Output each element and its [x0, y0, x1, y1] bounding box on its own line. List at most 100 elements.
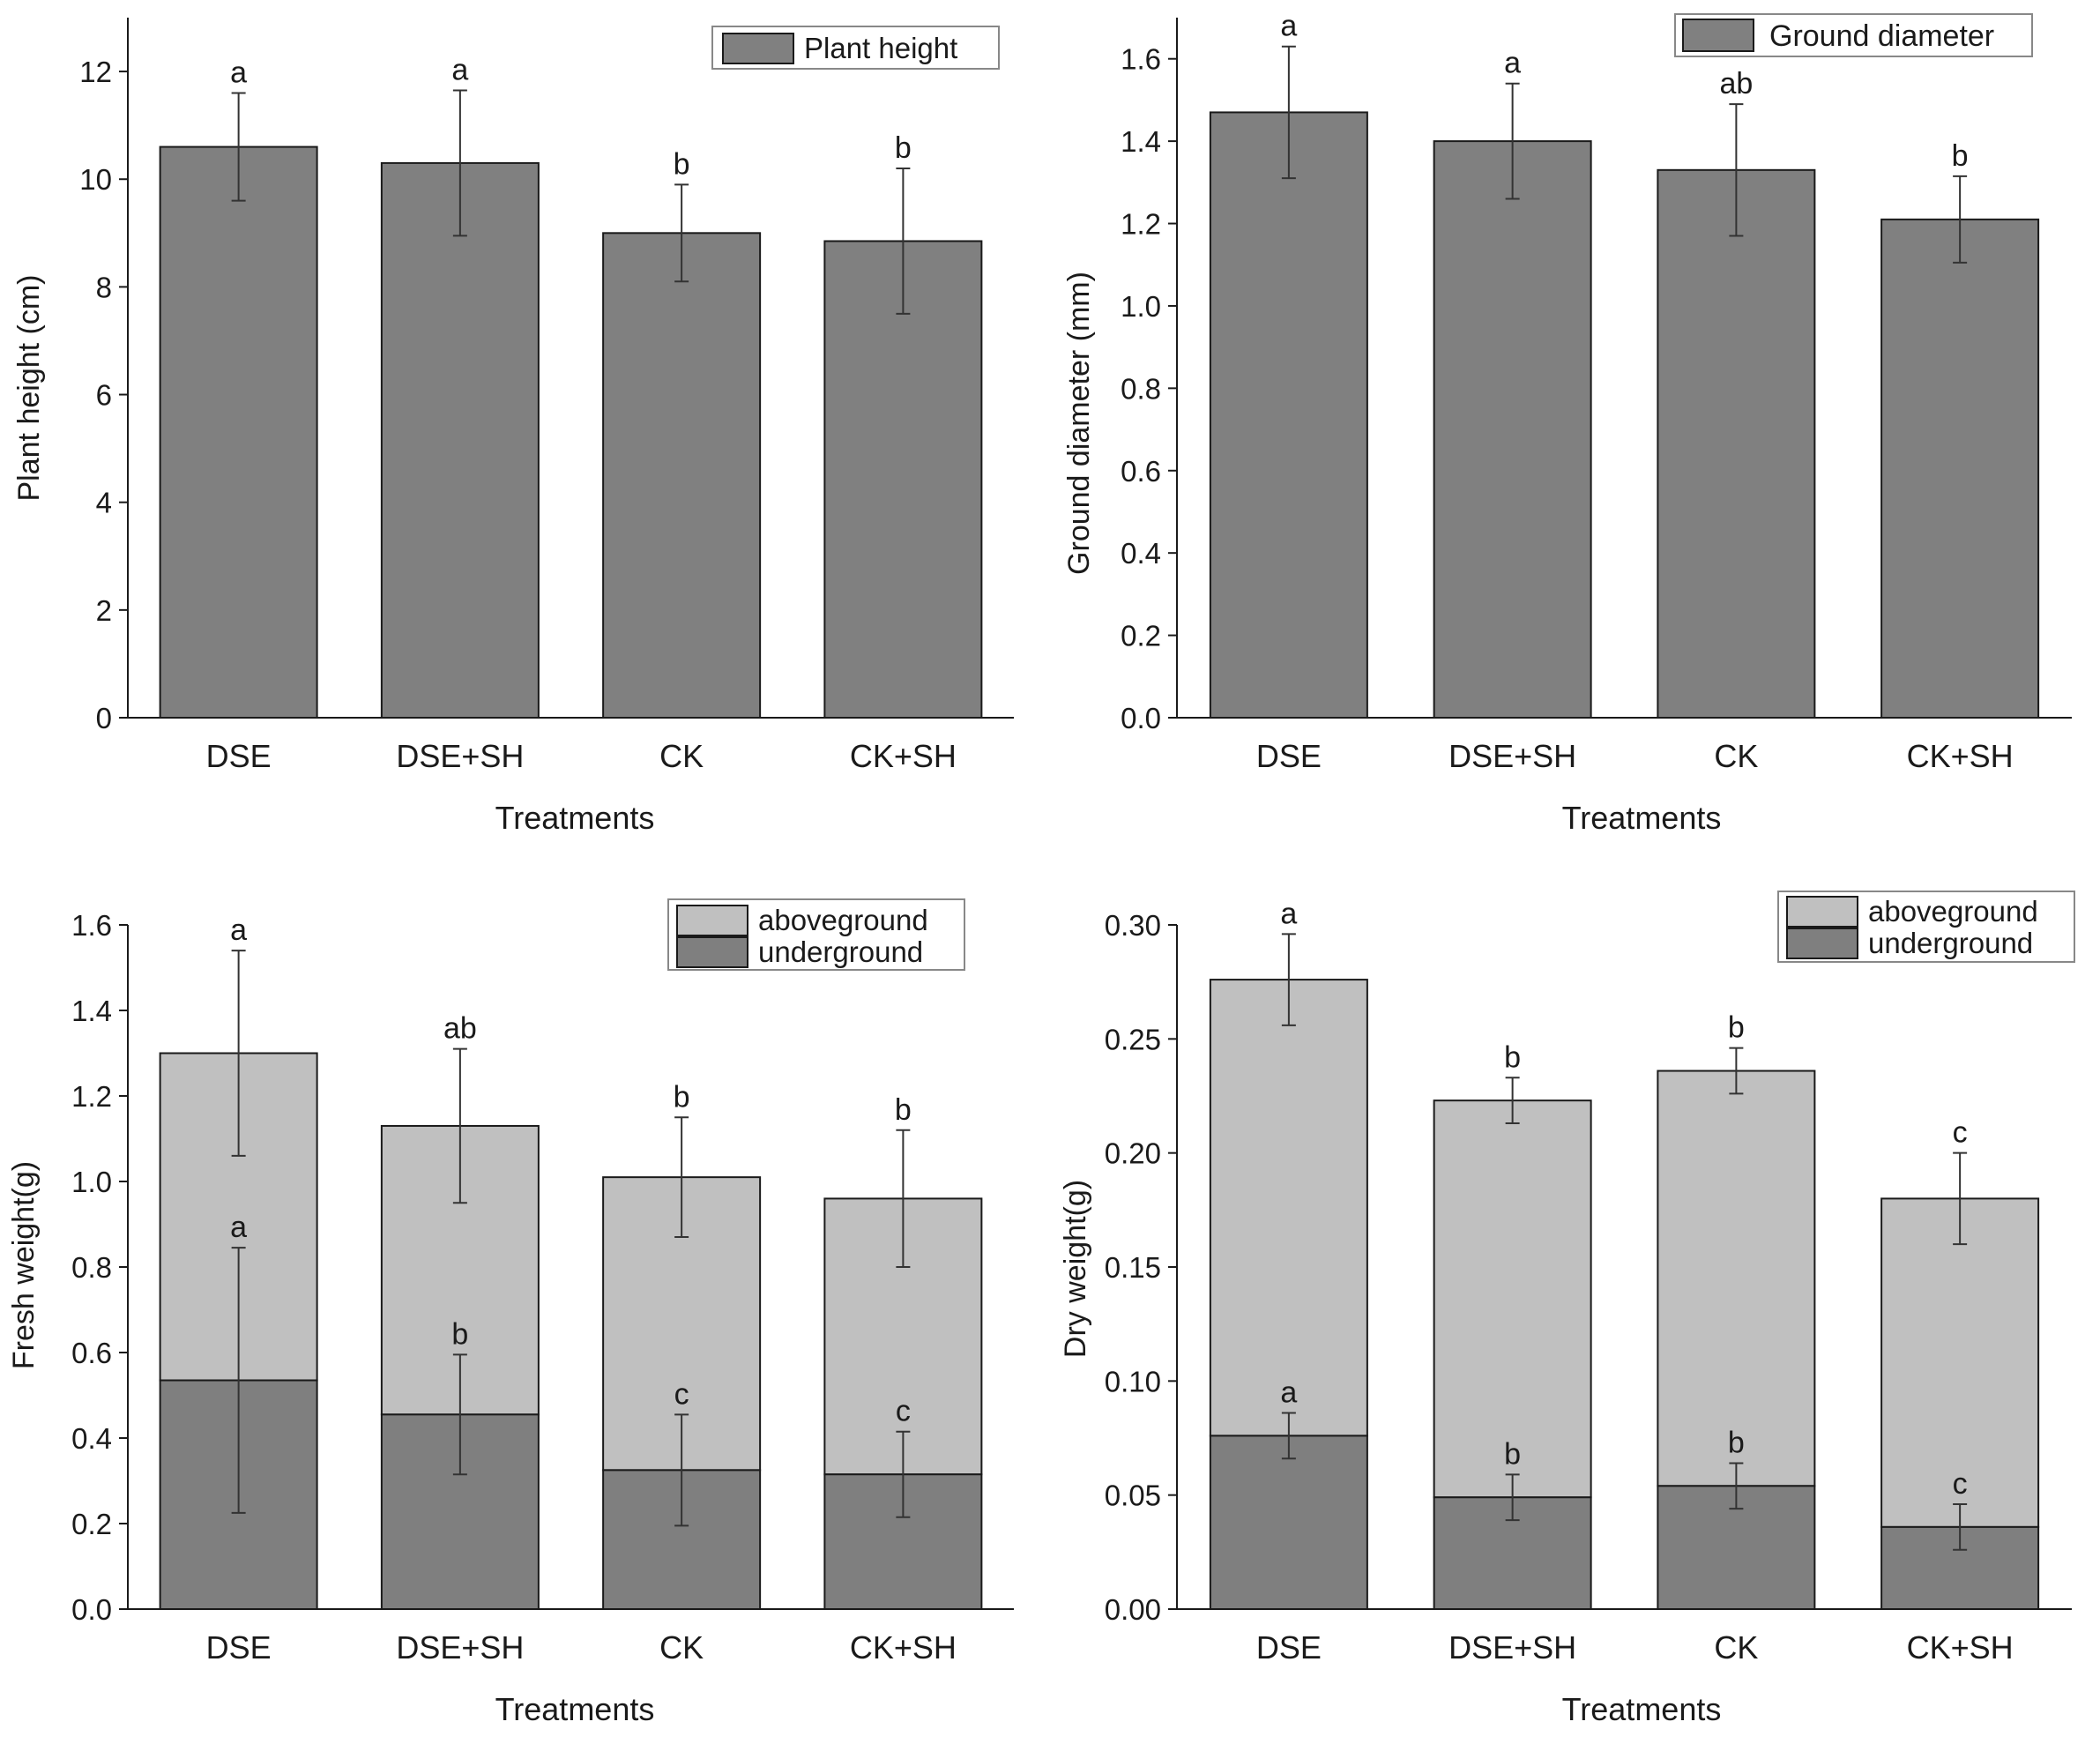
ground-diameter-x-axis-label: Treatments [1562, 800, 1722, 836]
fresh-weight-significance-letter-aboveground: ab [443, 1012, 477, 1046]
fresh-weight-legend-label-aboveground: aboveground [758, 904, 928, 936]
dry-weight-x-axis-label: Treatments [1562, 1691, 1722, 1727]
plant-height-category-label: CK+SH [850, 738, 957, 774]
dry-weight-significance-letter-underground: b [1504, 1437, 1521, 1471]
plant-height-legend: Plant height [711, 26, 1000, 70]
ground-diameter-legend-swatch [1682, 19, 1754, 52]
dry-weight-legend-swatch-aboveground [1786, 896, 1858, 928]
plant-height-y-tick-label: 0 [96, 702, 112, 734]
dry-weight-y-tick-label: 0.10 [1105, 1365, 1161, 1397]
dry-weight-y-tick-label: 0.25 [1105, 1023, 1161, 1055]
fresh-weight-legend-swatch-underground [676, 936, 748, 968]
dry-weight-legend-label-underground: underground [1868, 927, 2033, 959]
plant-height-y-tick-label: 6 [96, 379, 112, 412]
ground-diameter-category-label: CK+SH [1907, 738, 2014, 774]
dry-weight-bar-aboveground [1209, 979, 1368, 1437]
fresh-weight-legend-label-underground: underground [758, 935, 923, 968]
fresh-weight-significance-letter-underground: b [451, 1317, 468, 1351]
fresh-weight-significance-letter-underground: c [674, 1377, 689, 1411]
dry-weight-significance-letter-aboveground: a [1280, 897, 1297, 930]
plant-height-y-tick-label: 4 [96, 487, 112, 519]
plant-height-category-label: CK [659, 738, 704, 774]
fresh-weight-y-axis-label: Fresh weight(g) [7, 1161, 41, 1369]
dry-weight-significance-letter-aboveground: c [1953, 1116, 1968, 1150]
dry-weight-legend-label-aboveground: aboveground [1868, 895, 2038, 928]
dry-weight-bar-aboveground [1880, 1197, 2040, 1528]
plant-height-y-tick-label: 8 [96, 271, 112, 303]
ground-diameter-y-tick-label: 0.6 [1121, 455, 1161, 488]
plant-height-significance-letter: b [674, 147, 690, 181]
plant-height-significance-letter: b [895, 131, 912, 165]
dry-weight-bar-aboveground [1433, 1099, 1592, 1499]
ground-diameter-bar [1209, 111, 1368, 719]
plant-height-y-tick-label: 2 [96, 594, 112, 627]
dry-weight-y-tick-label: 0.05 [1105, 1479, 1161, 1512]
plant-height-bar [602, 232, 762, 719]
plant-height-significance-letter: a [451, 53, 468, 86]
dry-weight-category-label: CK [1714, 1629, 1758, 1666]
plant-height-chart: 0 2 4 6 8 10 12 DSE DSE+SH CK CK+SH a a b b Plant heig… [12, 18, 1014, 836]
ground-diameter-category-label: CK [1714, 738, 1758, 774]
ground-diameter-y-tick-label: 0.8 [1121, 372, 1161, 405]
plant-height-category-label: DSE [206, 738, 272, 774]
ground-diameter-category-label: DSE [1256, 738, 1322, 774]
plant-height-y-tick-label: 12 [79, 56, 112, 88]
ground-diameter-significance-letter: ab [1719, 67, 1753, 101]
plant-height-bar [159, 145, 318, 719]
ground-diameter-bar [1657, 168, 1816, 719]
ground-diameter-y-tick-label: 0.0 [1121, 702, 1161, 734]
plant-height-x-axis-label: Treatments [495, 800, 655, 836]
fresh-weight-y-tick-label: 0.8 [71, 1251, 112, 1284]
plant-height-significance-letter: a [230, 56, 247, 90]
ground-diameter-chart: 0.0 0.2 0.4 0.6 0.8 1.0 1.2 1.4 1.6 DSE DSE+SH CK CK… [1062, 10, 2072, 836]
fresh-weight-significance-letter-underground: a [230, 1211, 247, 1244]
fresh-weight-chart: 0.0 0.2 0.4 0.6 0.8 1.0 1.2 1.4 1.6 DSE DSE+SH CK CK… [7, 898, 1014, 1727]
dry-weight-y-tick-label: 0.15 [1105, 1251, 1161, 1284]
ground-diameter-y-tick-label: 1.2 [1121, 208, 1161, 241]
fresh-weight-category-label: CK [659, 1629, 704, 1666]
dry-weight-significance-letter-underground: b [1728, 1426, 1745, 1459]
ground-diameter-y-tick-label: 1.0 [1121, 290, 1161, 323]
ground-diameter-y-tick-label: 0.2 [1121, 620, 1161, 652]
plant-height-category-label: DSE+SH [396, 738, 524, 774]
fresh-weight-y-tick-label: 0.4 [71, 1422, 112, 1455]
dry-weight-legend: aboveground underground [1777, 891, 2075, 963]
plant-height-y-tick-label: 10 [79, 163, 112, 196]
fresh-weight-significance-letter-aboveground: b [895, 1093, 912, 1127]
fresh-weight-y-tick-label: 1.0 [71, 1166, 112, 1198]
fresh-weight-significance-letter-underground: c [896, 1395, 911, 1428]
ground-diameter-bar [1433, 140, 1592, 719]
ground-diameter-y-axis-label: Ground diameter (mm) [1062, 272, 1096, 575]
dry-weight-chart: 0.00 0.05 0.10 0.15 0.20 0.25 0.30 DSE DSE+SH CK C… [1059, 891, 2075, 1727]
ground-diameter-category-label: DSE+SH [1448, 738, 1576, 774]
dry-weight-significance-letter-aboveground: b [1504, 1040, 1521, 1074]
fresh-weight-significance-letter-aboveground: a [230, 913, 247, 947]
dry-weight-y-tick-label: 0.20 [1105, 1137, 1161, 1170]
fresh-weight-legend: aboveground underground [667, 898, 965, 971]
fresh-weight-y-tick-label: 1.2 [71, 1080, 112, 1113]
ground-diameter-significance-letter: a [1504, 47, 1521, 80]
dry-weight-y-tick-label: 0.00 [1105, 1593, 1161, 1626]
fresh-weight-category-label: CK+SH [850, 1629, 957, 1666]
ground-diameter-legend: Ground diameter [1674, 13, 2033, 57]
ground-diameter-legend-label: Ground diameter [1769, 19, 1994, 53]
ground-diameter-y-tick-label: 1.6 [1121, 43, 1161, 76]
ground-diameter-y-tick-label: 0.4 [1121, 537, 1161, 570]
ground-diameter-y-tick-label: 1.4 [1121, 125, 1161, 158]
dry-weight-y-tick-label: 0.30 [1105, 909, 1161, 942]
dry-weight-significance-letter-underground: a [1280, 1376, 1297, 1410]
fresh-weight-y-tick-label: 0.6 [71, 1337, 112, 1369]
dry-weight-bar-aboveground [1657, 1070, 1816, 1487]
plant-height-y-axis-label: Plant height (cm) [12, 275, 46, 502]
fresh-weight-y-tick-label: 0.0 [71, 1593, 112, 1626]
plant-height-bar [380, 161, 540, 719]
dry-weight-category-label: DSE+SH [1448, 1629, 1576, 1666]
fresh-weight-y-tick-label: 0.2 [71, 1508, 112, 1540]
fresh-weight-x-axis-label: Treatments [495, 1691, 655, 1727]
dry-weight-legend-swatch-underground [1786, 928, 1858, 959]
fresh-weight-y-tick-label: 1.4 [71, 995, 112, 1027]
ground-diameter-bar [1880, 218, 2040, 719]
fresh-weight-legend-swatch-aboveground [676, 905, 748, 936]
dry-weight-y-axis-label: Dry weight(g) [1059, 1180, 1092, 1358]
ground-diameter-significance-letter: b [1952, 139, 1969, 173]
